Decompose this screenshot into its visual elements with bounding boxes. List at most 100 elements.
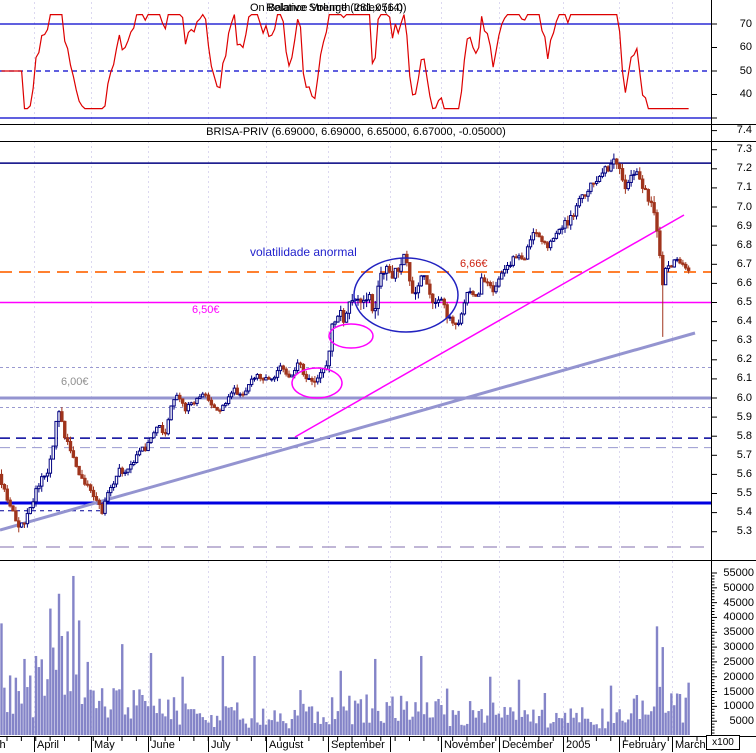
volume-bar (77, 620, 81, 735)
rsi-series (1, 13, 689, 110)
candle-body (25, 513, 30, 525)
volume-bar (385, 702, 388, 735)
volume-bar (581, 707, 584, 735)
volume-bar (592, 724, 595, 735)
candle-body (534, 232, 538, 235)
candle-body (247, 384, 251, 392)
volume-bar (126, 707, 130, 735)
volume-bar (348, 695, 351, 735)
volume-bar (57, 593, 61, 735)
candle-body (163, 432, 168, 435)
volume-bar (17, 691, 20, 735)
candle-body (505, 264, 510, 270)
volume-bar (517, 679, 521, 735)
volume-bar (618, 709, 621, 735)
volume-bar (529, 721, 532, 735)
volume-bar (86, 661, 89, 735)
volume-bar (460, 724, 463, 735)
candle-body (103, 500, 107, 514)
volume-bar (437, 698, 440, 735)
candle-body (5, 488, 9, 501)
volume-bar (417, 711, 420, 735)
candle-body (57, 411, 61, 422)
volume-bar (503, 706, 506, 735)
volume-bar (422, 714, 426, 735)
volume-bar (287, 728, 291, 735)
candle-body (11, 505, 15, 512)
volume-bar (72, 575, 75, 735)
volume-bar (129, 718, 133, 735)
volume-bar (382, 722, 386, 735)
candle-body (606, 166, 610, 172)
trendlines[interactable] (0, 214, 696, 532)
candle-body (333, 321, 337, 325)
volume-bar (552, 721, 555, 735)
volume-bar (3, 687, 6, 735)
volume-bar (356, 703, 360, 735)
candle-body (298, 362, 303, 365)
volume-bar (586, 718, 590, 735)
candle-body (318, 372, 323, 379)
volume-bar (224, 706, 227, 735)
volume-bar (43, 695, 46, 735)
candle-body (528, 239, 533, 248)
candle-body (117, 467, 122, 477)
volume-bar (566, 722, 570, 735)
candle-body (646, 189, 651, 202)
candle-body (362, 299, 366, 303)
candle-body (557, 228, 561, 234)
volume-bar (673, 705, 676, 735)
candle-body (88, 484, 93, 491)
candle-body (511, 256, 515, 266)
candle-body (2, 484, 7, 490)
candle-body (83, 477, 87, 485)
candle-body (563, 220, 567, 229)
candle-body (336, 315, 340, 323)
volume-bar (230, 707, 233, 735)
rsi-line (1, 13, 689, 110)
volume-bar (37, 667, 41, 735)
candle-body (514, 256, 518, 259)
candle-body (359, 298, 363, 303)
candle-body (356, 298, 360, 301)
candle-body (551, 237, 556, 242)
volume-bar (152, 705, 156, 735)
candle-body (270, 378, 274, 381)
volume-bar (233, 710, 236, 735)
volume-bar (261, 708, 265, 735)
volume-bar (250, 718, 253, 735)
volume-bar (236, 702, 239, 735)
volume-bar (270, 720, 273, 735)
volume-bar (118, 689, 121, 735)
volume-bar (540, 709, 544, 735)
volume-bar (103, 706, 107, 735)
candle-body (91, 489, 96, 498)
volume-bar (411, 716, 414, 735)
ellipse-annotations[interactable] (291, 257, 459, 399)
month-gridlines (34, 2, 673, 736)
candle-body (42, 475, 47, 478)
candle-body (379, 272, 383, 287)
candle-body (623, 179, 628, 190)
volume-bar (264, 724, 268, 735)
volume-bar (23, 658, 26, 735)
candle-body (502, 268, 507, 274)
volume-bar (195, 713, 199, 735)
volume-bar (282, 721, 285, 735)
volume-bar (532, 709, 535, 735)
volume-bar (612, 723, 616, 735)
volume-bar (155, 713, 158, 735)
candle-body (428, 283, 432, 295)
candle-body (126, 468, 130, 473)
volume-bar (267, 719, 271, 735)
candle-body (226, 396, 231, 404)
candle-body (149, 437, 153, 443)
candle-body (523, 258, 527, 261)
volume-bar (49, 608, 52, 735)
candle-body (212, 404, 216, 408)
candle-body (594, 180, 599, 184)
volume-bar (569, 708, 572, 735)
volume-bar (379, 721, 383, 735)
volume-bar (161, 713, 164, 735)
